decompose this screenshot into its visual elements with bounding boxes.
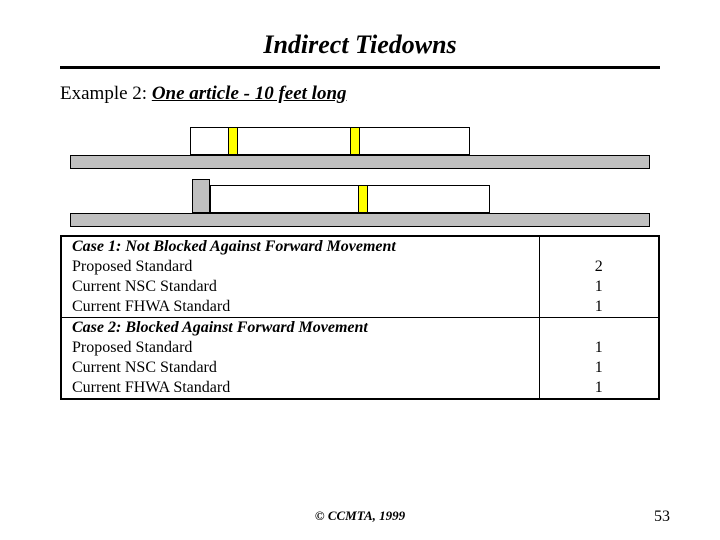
cases-table: Case 1: Not Blocked Against Forward Move…	[60, 235, 660, 400]
platform-case1	[70, 155, 650, 169]
strap-case1-2	[350, 127, 360, 155]
case1-row2-label: Current FHWA Standard	[61, 297, 539, 318]
case1-row2-value: 1	[539, 297, 659, 318]
table-row: Proposed Standard 1	[61, 338, 659, 358]
table-row: Current NSC Standard 1	[61, 358, 659, 378]
table-row: Proposed Standard 2	[61, 257, 659, 277]
table-row: Current NSC Standard 1	[61, 277, 659, 297]
case2-row2-value: 1	[539, 378, 659, 399]
case1-row1-value: 1	[539, 277, 659, 297]
example-prefix: Example 2:	[60, 83, 152, 104]
case2-header: Case 2: Blocked Against Forward Movement	[61, 318, 539, 338]
block-case2	[192, 179, 210, 213]
case1-row1-label: Current NSC Standard	[61, 277, 539, 297]
copyright-footer: © CCMTA, 1999	[0, 508, 720, 524]
table-row: Current FHWA Standard 1	[61, 378, 659, 399]
table-row: Case 2: Blocked Against Forward Movement	[61, 318, 659, 338]
example-subtitle: One article - 10 feet long	[152, 83, 347, 104]
case2-row1-value: 1	[539, 358, 659, 378]
example-label: Example 2: One article - 10 feet long	[60, 83, 660, 105]
platform-case2	[70, 213, 650, 227]
page-number: 53	[654, 508, 670, 526]
case1-header: Case 1: Not Blocked Against Forward Move…	[61, 236, 539, 257]
strap-case2-1	[358, 185, 368, 213]
case2-row1-label: Current NSC Standard	[61, 358, 539, 378]
diagram-area	[60, 113, 660, 227]
case2-row0-label: Proposed Standard	[61, 338, 539, 358]
slide-title: Indirect Tiedowns	[60, 30, 660, 60]
title-rule	[60, 66, 660, 69]
diagram-case1	[60, 113, 660, 169]
case2-row0-value: 1	[539, 338, 659, 358]
case1-row0-label: Proposed Standard	[61, 257, 539, 277]
article-case2	[210, 185, 490, 213]
case2-row2-label: Current FHWA Standard	[61, 378, 539, 399]
diagram-case2	[60, 171, 660, 227]
case1-row0-value: 2	[539, 257, 659, 277]
strap-case1-1	[228, 127, 238, 155]
table-row: Case 1: Not Blocked Against Forward Move…	[61, 236, 659, 257]
case2-header-val	[539, 318, 659, 338]
table-row: Current FHWA Standard 1	[61, 297, 659, 318]
case1-header-val	[539, 236, 659, 257]
